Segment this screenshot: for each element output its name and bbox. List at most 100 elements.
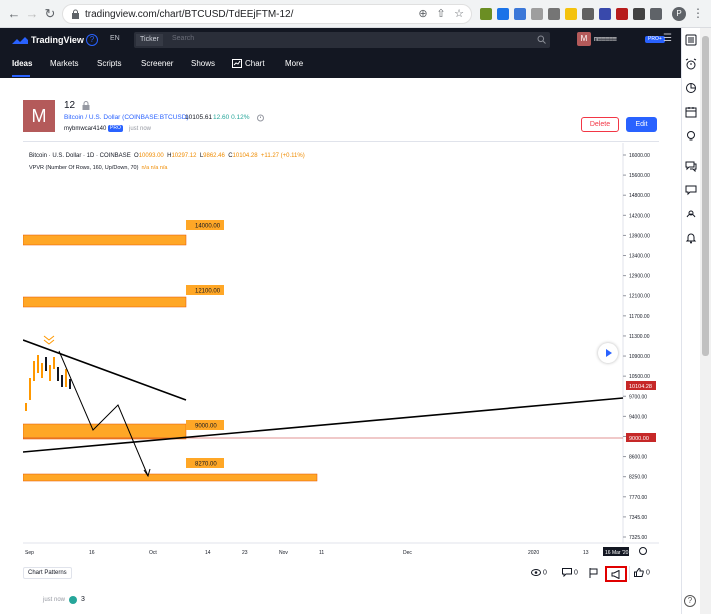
translate-icon[interactable] [514,8,526,20]
delete-button[interactable]: Delete [581,117,619,132]
extension-icon[interactable] [497,8,509,20]
ticker-dropdown[interactable]: Ticker [136,34,163,46]
legend-high: 10297.12 [171,153,197,159]
candle [37,355,39,373]
price-tick-label: 14800.00 [629,193,650,199]
legend-open: 10093.00 [138,153,164,159]
help-info-icon[interactable]: ? [86,34,98,46]
eye-icon [531,569,541,576]
scrollbar-thumb[interactable] [702,36,709,356]
page-scrollbar[interactable] [700,28,711,614]
comments-count[interactable]: 0 [562,568,578,577]
likes-value: 0 [645,569,650,577]
chart-canvas[interactable]: 16000.00 15600.00 14800.00 14200.00 13900.00… [22,143,659,558]
level-price-marker [626,433,656,442]
nav-chart[interactable]: Chart [245,59,265,68]
data-window-icon[interactable] [685,82,697,94]
nav-scripts[interactable]: Scripts [97,59,122,68]
extensions-puzzle-icon[interactable] [650,8,662,20]
search-bar[interactable]: Ticker Search [134,32,550,48]
legend-o-label: O [134,153,139,159]
drawing-chevron-marker[interactable] [43,335,55,345]
zone-label-12100: 12100.00 [195,289,221,295]
profile-avatar[interactable]: P [672,7,686,21]
help-icon[interactable]: ? [684,595,696,607]
nav-more[interactable]: More [285,59,304,68]
extension-icon[interactable] [582,8,594,20]
add-alert-icon[interactable] [256,113,265,122]
back-icon[interactable]: ← [7,6,21,21]
camera-icon[interactable] [531,8,543,20]
extension-icon[interactable] [616,8,628,20]
legend-close: 10104.28 [232,153,258,159]
zone-rect-12100[interactable] [22,296,187,308]
legend-c-label: C [228,153,233,159]
price-tick-label: 11300.00 [629,334,650,340]
address-bar[interactable]: tradingview.com/chart/BTCUSD/TdEEjFTM-12… [62,4,472,24]
path-projection[interactable] [58,350,149,477]
share-icon[interactable]: ⇧ [436,8,446,20]
time-tick-label: Oct [149,550,157,556]
nav-ideas[interactable]: Ideas [12,59,33,68]
ideas-lightbulb-icon[interactable] [685,130,697,142]
watchlist-icon[interactable] [685,34,697,46]
alarm-clock-icon[interactable] [685,58,697,70]
tag-chart-patterns[interactable]: Chart Patterns [23,567,72,579]
play-replay-button[interactable] [598,343,618,363]
bookmark-star-icon[interactable]: ☆ [454,8,464,20]
idea-title: 12 [64,100,76,111]
calendar-icon[interactable] [685,106,697,118]
extension-icon[interactable] [599,8,611,20]
time-axis[interactable]: Sep 16 Oct 14 23 Nov 11 Dec 2020 13 [25,550,589,556]
forward-icon[interactable]: → [25,6,39,21]
chart-area[interactable]: 16000.00 15600.00 14800.00 14200.00 13900.00… [22,143,659,558]
current-price-label: 10104.28 [629,384,652,390]
hamburger-menu-icon[interactable]: ☰ [663,33,672,44]
divider [23,141,659,142]
tradingview-logo[interactable]: TradingView [12,35,84,45]
trendline-descending[interactable] [22,339,187,401]
like-button[interactable]: 0 [634,568,650,577]
author-name[interactable]: mybmwcar4140 [64,126,107,132]
projection-arrowhead [143,468,151,478]
boost-button[interactable] [605,566,627,582]
zoom-icon[interactable]: ⊕ [418,8,428,20]
browser-menu-icon[interactable]: ⋮ [692,6,704,20]
thumbs-up-icon [634,568,644,577]
price-axis[interactable]: 16000.00 15600.00 14800.00 14200.00 13900.00… [623,153,650,541]
time-tick-label: 11 [319,550,324,556]
chart-settings-gear-icon[interactable] [639,547,647,555]
symbol-link[interactable]: Bitcoin / U.S. Dollar (COINBASE:BTCUSD) [64,114,189,121]
symbol-change: 12.60 0.12% [213,114,250,121]
messages-icon[interactable] [685,184,697,196]
symbol-price: 10105.61 [185,114,213,121]
extension-icon[interactable] [548,8,560,20]
nav-shows[interactable]: Shows [191,59,216,68]
zone-rect-14000[interactable] [22,234,187,246]
author-avatar[interactable]: M [23,100,55,132]
search-input[interactable]: Search [172,35,195,42]
extension-icon[interactable] [565,8,577,20]
search-icon[interactable] [537,35,546,44]
language-selector[interactable]: EN [110,35,120,42]
nav-markets[interactable]: Markets [50,59,79,68]
user-avatar[interactable]: M [577,32,591,46]
legend-h-label: H [167,153,172,159]
price-tick-label: 7325.00 [629,535,647,541]
extension-icon[interactable] [480,8,492,20]
flag-icon[interactable] [589,568,598,578]
trendline-ascending[interactable] [22,397,624,453]
nav-screener[interactable]: Screener [141,59,174,68]
comment-count[interactable]: 3 [81,596,85,603]
time-tick-label: 13 [583,550,589,556]
streams-icon[interactable] [685,208,697,220]
edit-button[interactable]: Edit [626,117,657,132]
username[interactable]: m≡≡≡≡≡ [594,35,617,43]
reload-icon[interactable]: ↻ [44,6,56,21]
price-tick-label: 10500.00 [629,374,650,380]
chats-icon[interactable] [685,160,697,172]
notifications-bell-icon[interactable] [685,232,697,244]
zone-rect-8270[interactable] [22,473,318,482]
extension-icon[interactable] [633,8,645,20]
zone-rect-9000[interactable] [22,423,187,440]
